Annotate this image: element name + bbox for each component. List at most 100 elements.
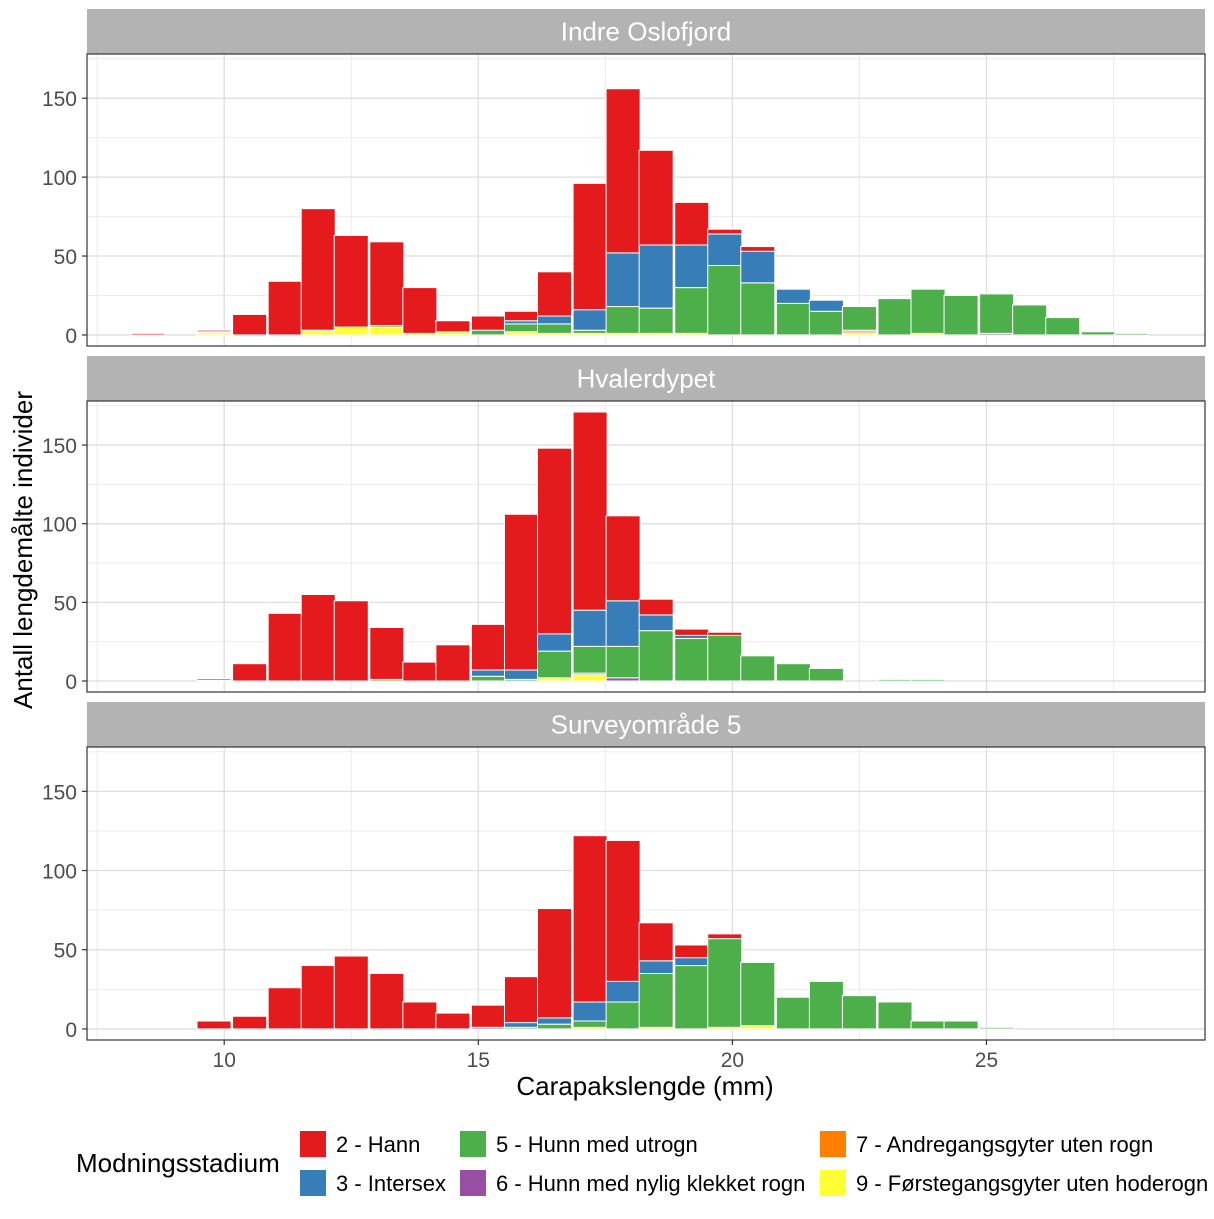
histogram-bar-stage-2	[537, 908, 573, 1019]
histogram-bar-stage-5	[638, 630, 674, 682]
legend-label: 6 - Hunn med nylig klekket rogn	[496, 1171, 805, 1196]
histogram-bar-stage-2	[572, 411, 608, 611]
histogram-bar-stage-2	[232, 1015, 268, 1030]
histogram-bar-stage-5	[605, 306, 641, 334]
histogram-bar-stage-2	[402, 1001, 438, 1030]
y-tick-label: 100	[42, 861, 77, 884]
histogram-bar-stage-5	[808, 667, 844, 682]
y-tick-label: 150	[42, 435, 77, 458]
facet-panel: Hvalerdypet 0 50 100 150	[42, 356, 1206, 694]
histogram-bar-stage-5	[1113, 332, 1149, 336]
histogram-bar-stage-3	[572, 309, 608, 331]
histogram-bar-stage-2	[130, 332, 166, 336]
y-tick-label: 50	[54, 940, 77, 963]
y-tick-label: 100	[42, 167, 77, 190]
histogram-bar-stage-5	[740, 282, 776, 336]
histogram-bar-stage-3	[572, 1001, 608, 1022]
histogram-bar-stage-2	[503, 976, 540, 1024]
histogram-bar-stage-3	[707, 233, 743, 267]
histogram-bar-stage-2	[402, 287, 438, 334]
histogram-bar-stage-5	[674, 965, 710, 1030]
histogram-bar-stage-2	[537, 271, 573, 317]
histogram-bar-stage-5	[605, 1001, 641, 1030]
bars	[196, 411, 946, 682]
histogram-bar-stage-2	[435, 644, 471, 682]
y-tick-label: 50	[54, 246, 77, 269]
histogram-bar-stage-2	[369, 241, 405, 326]
legend-label: 7 - Andregangsgyter uten rogn	[856, 1132, 1153, 1157]
histogram-bar-stage-5	[943, 294, 979, 336]
histogram-bar-stage-5	[877, 298, 913, 336]
histogram-bar-stage-5	[841, 306, 877, 331]
x-tick-label: 15	[467, 1049, 490, 1072]
histogram-bar-stage-5	[808, 310, 844, 336]
histogram-bar-stage-2	[232, 313, 268, 336]
histogram-bar-stage-2	[470, 315, 506, 331]
histogram-bar-stage-5	[707, 938, 743, 1028]
histogram-bar-stage-3	[605, 980, 641, 1003]
histogram-bar-stage-5	[674, 287, 710, 334]
histogram-bar-stage-5	[572, 1020, 608, 1028]
histogram-bar-stage-2	[674, 201, 710, 246]
panel-border	[86, 746, 1206, 1041]
histogram-bar-stage-5	[910, 1020, 946, 1030]
histogram-bar-stage-5	[537, 650, 573, 679]
legend-entry: 6 - Hunn med nylig klekket rogn	[460, 1170, 805, 1196]
histogram-bar-stage-3	[605, 600, 641, 647]
histogram-bar-stage-5	[470, 675, 506, 682]
legend-entry: 5 - Hunn med utrogn	[460, 1131, 698, 1157]
histogram-bar-stage-3	[470, 669, 506, 677]
gridlines	[87, 747, 1205, 1040]
legend-entry: 9 - Førstegangsgyter uten hoderogn	[820, 1170, 1208, 1196]
legend-label: 5 - Hunn med utrogn	[496, 1132, 698, 1157]
histogram-bar-stage-5	[674, 638, 710, 682]
x-tick-label: 10	[213, 1049, 236, 1072]
histogram-bar-stage-3	[638, 244, 674, 309]
y-tick-label: 100	[42, 514, 77, 537]
histogram-bar-stage-2	[196, 678, 232, 681]
histogram-bar-stage-5	[775, 996, 811, 1030]
histogram-bar-stage-2	[572, 182, 608, 311]
histogram-bar-stage-5	[605, 645, 641, 679]
histogram-bar-stage-2	[674, 944, 710, 959]
histogram-bar-stage-3	[605, 252, 641, 308]
histogram-bar-stage-5	[910, 678, 946, 682]
histogram-bar-stage-2	[605, 839, 641, 982]
histogram-bar-stage-5	[877, 1001, 913, 1030]
x-tick-label: 25	[975, 1049, 998, 1072]
histogram-bar-stage-5	[707, 265, 743, 336]
histogram-bar-stage-3	[808, 299, 844, 312]
histogram-bar-stage-2	[572, 835, 608, 1003]
histogram-bar-stage-2	[300, 208, 336, 331]
histogram-bar-stage-5	[537, 323, 573, 334]
legend-entry: 2 - Hann	[300, 1131, 420, 1157]
histogram-bar-stage-2	[196, 329, 232, 333]
histogram-bar-stage-2	[267, 612, 303, 682]
legend-swatch	[300, 1170, 326, 1196]
histogram-bar-stage-2	[605, 515, 641, 602]
histogram-bar-stage-5	[537, 1023, 573, 1030]
histogram-bar-stage-2	[267, 987, 303, 1030]
legend-label: 9 - Førstegangsgyter uten hoderogn	[856, 1171, 1208, 1196]
facet-strip	[87, 9, 1205, 54]
legend: Modningsstadium 2 - Hann 3 - Intersex 5 - …	[76, 1131, 1208, 1196]
histogram-bar-stage-3	[503, 669, 540, 680]
histogram-bar-stage-3	[572, 609, 608, 647]
histogram-bar-stage-3	[674, 244, 710, 289]
y-tick-label: 50	[54, 592, 77, 615]
histogram-bar-stage-5	[1012, 304, 1048, 336]
legend-entry: 7 - Andregangsgyter uten rogn	[820, 1131, 1153, 1157]
histogram-bar-stage-3	[638, 960, 674, 974]
histogram-bar-stage-5	[740, 655, 776, 682]
y-tick-label: 0	[65, 1019, 77, 1042]
facet-title: Hvalerdypet	[577, 364, 717, 394]
histogram-bar-stage-5	[979, 1026, 1015, 1030]
histogram-bar-stage-2	[503, 310, 540, 322]
facet-title: Surveyområde 5	[551, 710, 742, 740]
histogram-bar-stage-5	[470, 329, 506, 336]
histogram-bar-stage-2	[435, 1012, 471, 1030]
legend-swatch	[820, 1131, 846, 1157]
histogram-bar-stage-2	[503, 513, 540, 671]
histogram-bar-stage-3	[775, 288, 811, 304]
